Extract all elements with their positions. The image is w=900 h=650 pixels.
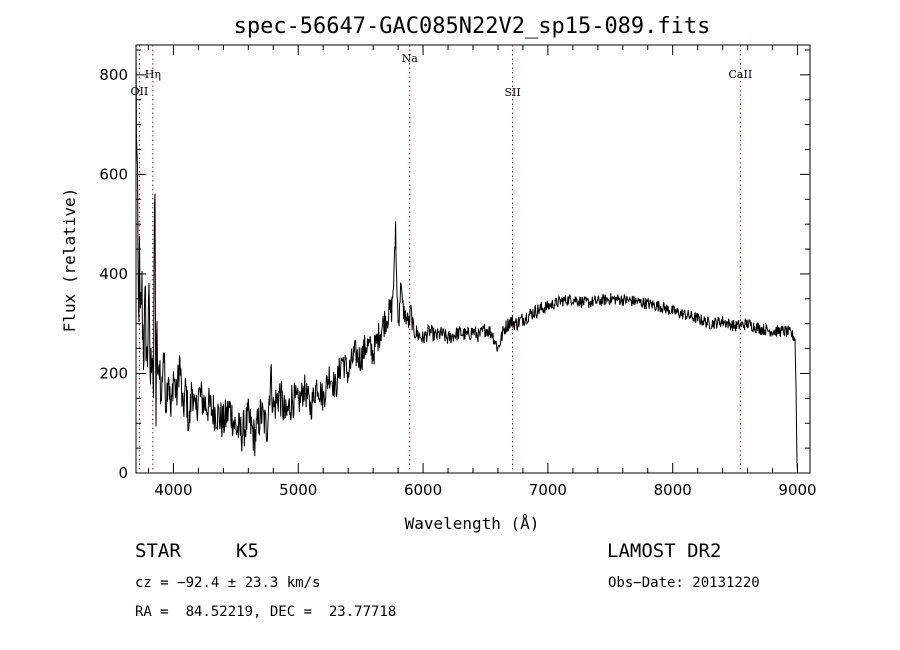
x-tick-label: 7000: [529, 481, 567, 499]
x-tick-label: 4000: [154, 481, 192, 499]
spectral-line-label: SII: [504, 86, 520, 99]
y-tick-label: 200: [99, 364, 128, 382]
plot-frame: [135, 44, 811, 474]
y-tick-label: 600: [99, 165, 128, 183]
object-class: STAR: [135, 540, 181, 562]
chart-title: spec-56647-GAC085N22V2_sp15-089.fits: [234, 14, 711, 39]
survey-name: LAMOST DR2: [607, 540, 722, 562]
redshift-velocity: cz = −92.4 ± 23.3 km/s: [135, 575, 321, 591]
x-tick-label: 9000: [778, 481, 816, 499]
coordinates: RA = 84.52219, DEC = 23.77718: [135, 604, 397, 620]
y-tick-label: 800: [99, 66, 128, 84]
y-tick-label: 0: [118, 464, 128, 482]
spectral-line-label: OII: [131, 85, 149, 98]
spectrum-chart: spec-56647-GAC085N22V2_sp15-089.fits OII…: [60, 14, 817, 533]
x-tick-label: 5000: [279, 481, 317, 499]
axis-ticks: 4000 5000 6000 7000 8000 9000 0 200 400 600 800: [99, 45, 817, 499]
spectral-line-markers: OII Hη Na SII CaII: [131, 45, 753, 473]
spectral-line-label: Hη: [145, 68, 161, 81]
plot-axes: [135, 44, 811, 474]
y-axis-label: Flux (relative): [60, 188, 79, 333]
spectral-line-label: CaII: [729, 68, 753, 81]
y-tick-label: 400: [99, 265, 128, 283]
spectral-line-label: Na: [402, 52, 419, 65]
spectrum-series: [135, 46, 798, 471]
spectrum-line: [135, 46, 798, 471]
x-tick-label: 6000: [404, 481, 442, 499]
x-axis-label: Wavelength (Å): [405, 514, 540, 533]
object-subclass: K5: [236, 540, 259, 562]
x-tick-label: 8000: [654, 481, 692, 499]
observation-date: Obs−Date: 20131220: [608, 575, 760, 591]
